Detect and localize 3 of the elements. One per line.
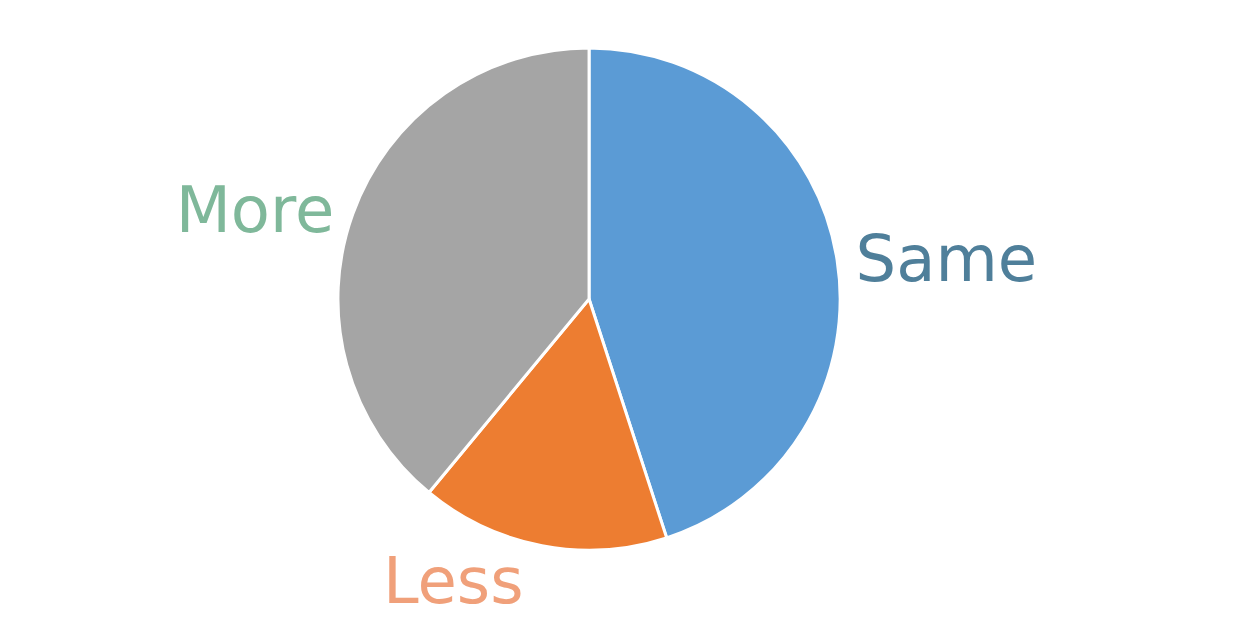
slice-label: Same (855, 221, 1038, 296)
slice-label: Less (382, 544, 524, 619)
slice-label: More (175, 172, 335, 247)
